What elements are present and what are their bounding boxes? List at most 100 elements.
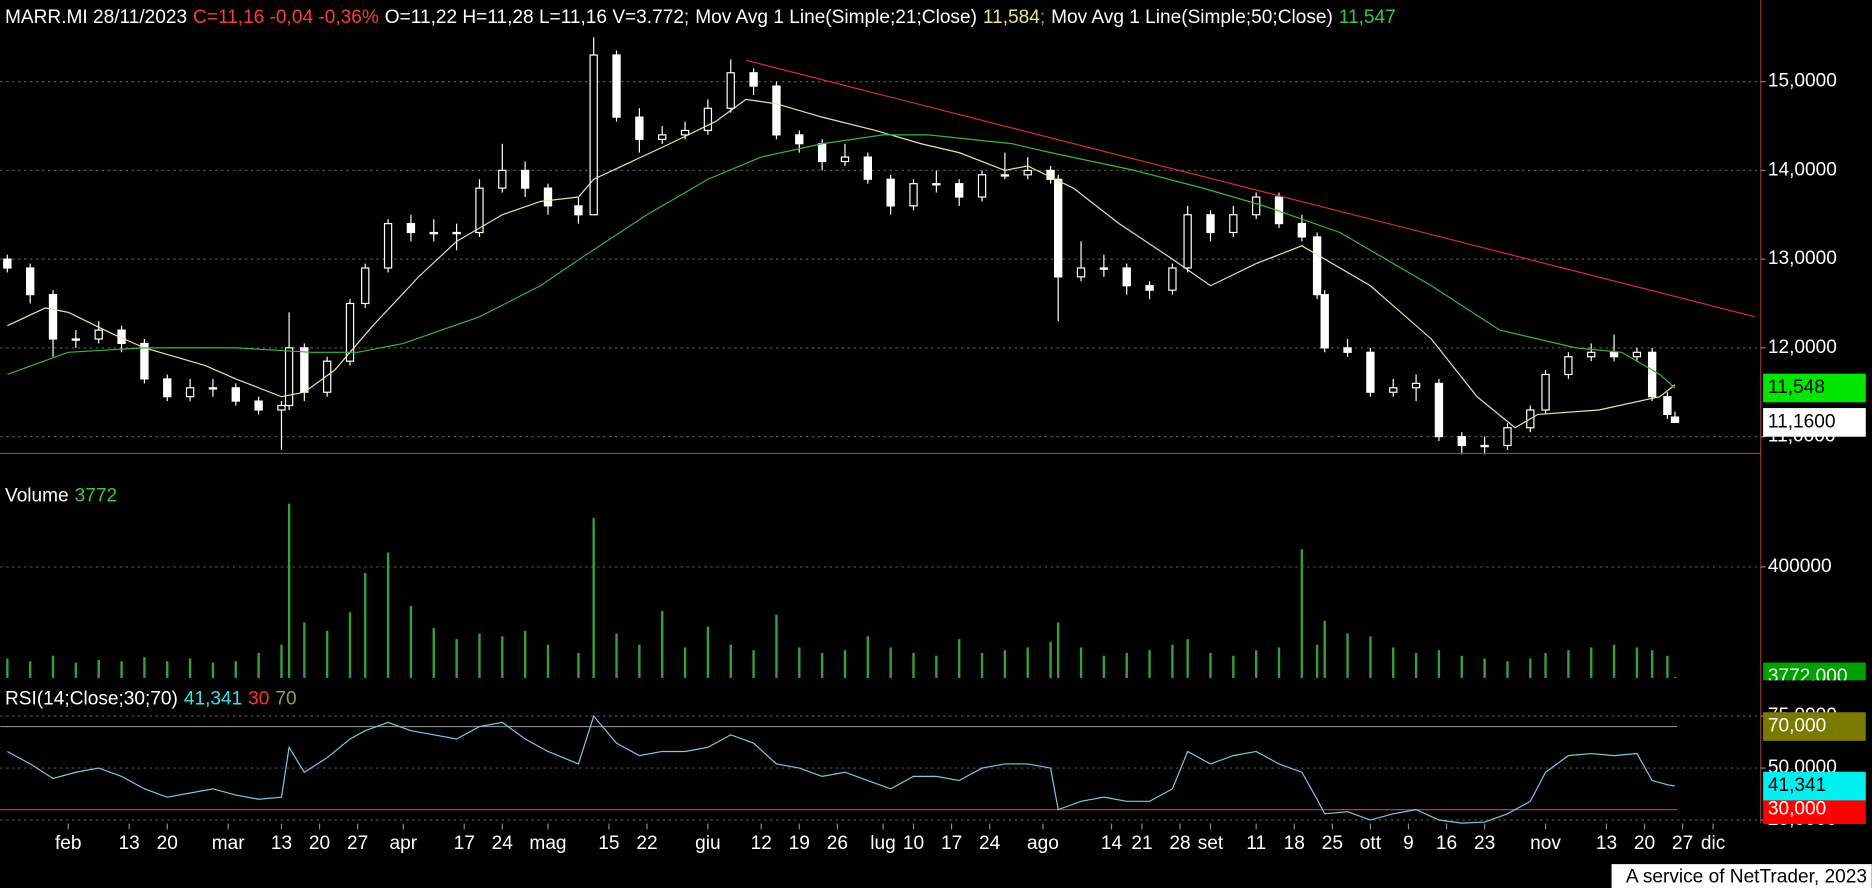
volume-bar [577,652,580,678]
x-tick-label: 17 [454,833,475,854]
panel-title-value: 70 [275,688,296,709]
candle-body [1647,351,1657,398]
volume-bar [1650,650,1654,678]
volume-bar [1369,636,1372,678]
candle-body [1054,178,1063,278]
x-tick-label: apr [390,833,418,854]
volume-bar [478,633,481,678]
candle-body [840,156,850,163]
level-box [1763,712,1866,741]
x-tick-label: 23 [1474,833,1495,854]
header-part: ; [1040,7,1045,28]
volume-bar [386,552,390,678]
x-tick-label: ott [1360,833,1382,854]
last-value-label: 11,548 [1768,377,1825,398]
candle-body [1366,351,1375,393]
x-tick-label: 25 [1322,833,1343,854]
x-tick-label: ago [1027,833,1059,854]
candle-body [254,400,263,411]
candle-body [909,183,918,207]
volume-bar [120,661,123,678]
volume-bar [706,626,710,678]
x-tick-label: 18 [1284,833,1305,854]
volume-bar [455,639,458,678]
y-tick-label: 14,0000 [1768,159,1837,180]
candle-body [1503,427,1512,447]
last-value-box [1763,373,1866,403]
candle-body [520,169,530,189]
level-label: 70,000 [1768,716,1826,737]
candle-body [1168,267,1177,291]
volume-bar [1148,650,1151,678]
volume-bar [1079,647,1083,678]
x-tick-label: 28 [1169,833,1190,854]
volume-bar [1590,647,1593,678]
candle-body [1343,347,1352,353]
volume-bar [1635,647,1639,678]
last-value-group: 3772,000 [1763,662,1866,687]
panel-title-value: 41,341 [184,688,242,709]
volume-bar [683,647,687,678]
x-tick-label: 20 [309,833,330,854]
header-part: O=11,22 H=11,28 L=11,16 V=3.772 [385,7,684,28]
volume-bar [1209,652,1212,678]
volume-bar [1414,652,1418,678]
header-part: ; [684,7,689,28]
x-tick-label: mag [529,833,566,854]
volume-bar [1277,647,1281,678]
candle-body [498,169,507,189]
candle-body [1297,223,1307,238]
candle-body [452,231,461,235]
candle-body [277,404,286,411]
x-tick-label: mar [212,833,246,854]
last-value-label: 11,1600 [1768,411,1836,432]
x-tick-label: 19 [789,833,810,854]
candle-body [977,174,987,198]
volume-bar [889,647,892,678]
moving-average [7,98,1676,429]
last-value-label: 3772,000 [1768,666,1848,687]
volume-bar [912,652,915,678]
x-tick-label: feb [55,833,82,854]
candle-body [300,347,309,393]
y-tick-label: 15,0000 [1768,71,1837,92]
y-tick-label: 12,0000 [1768,337,1837,358]
volume-bar [1666,655,1669,678]
candle-body [1609,351,1619,358]
x-tick-label: set [1198,833,1224,854]
header-part: 11,584 [983,7,1040,28]
volume-bar [729,644,732,678]
volume-bar [775,614,778,678]
volume-bar [958,639,961,678]
candle-body [863,156,872,180]
candle-body [71,338,81,341]
volume-bar [661,611,664,678]
candle-body [589,54,598,216]
volume-bar [798,647,801,678]
volume-bar [980,652,984,678]
volume-bar [348,612,352,678]
volume-bar [820,652,824,678]
volume-bar [1125,652,1128,678]
panel-title-text: Volume [5,486,69,507]
candle-body [1632,351,1642,358]
candle-body [612,54,621,118]
candle-body [1000,174,1010,177]
candle-body [1023,169,1032,176]
volume-bar [287,503,291,678]
y-tick-label: 13,0000 [1768,248,1837,269]
candle-body [163,378,172,398]
panel-title: RSI(14;Close;30;70) 41,341 30 70 [5,688,297,709]
volume-bar [592,518,595,678]
candle-body [322,360,332,393]
volume-bar [364,573,367,678]
x-tick-label: 10 [903,833,924,854]
x-tick-label: dic [1701,833,1726,854]
x-tick-label: 11 [1246,833,1266,854]
x-tick-label: 13 [271,833,292,854]
candle-body [1206,214,1215,234]
candle-body [1076,267,1086,278]
volume-bar [1003,650,1007,678]
x-tick-label: 12 [751,833,772,854]
